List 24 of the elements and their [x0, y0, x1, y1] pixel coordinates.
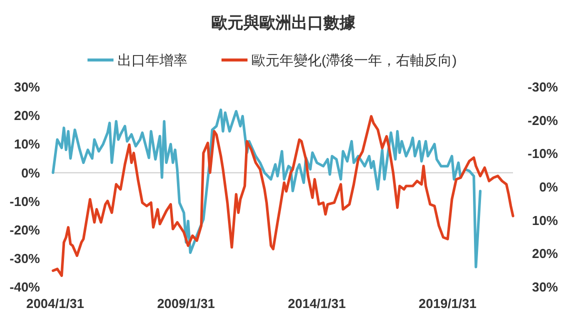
- y-tick-label: 30%: [14, 80, 40, 95]
- y2-tick-label: -30%: [528, 80, 558, 95]
- y2-tick-label: 30%: [532, 280, 558, 295]
- y2-tick-label: -20%: [528, 112, 558, 128]
- y-tick-label: -40%: [10, 280, 40, 295]
- legend-label: 歐元年變化(滯後一年，右軸反向): [252, 52, 457, 68]
- y2-tick-label: -10%: [528, 146, 558, 162]
- y2-tick-label: 20%: [532, 246, 558, 262]
- x-tick-label: 2019/1/31: [418, 296, 477, 311]
- x-tick-label: 2014/1/31: [288, 296, 346, 311]
- y-tick-label: 10%: [14, 136, 40, 152]
- y-tick-label: 0%: [21, 165, 40, 180]
- legend-label: 出口年增率: [118, 52, 188, 68]
- y-tick-label: -20%: [10, 222, 40, 238]
- y2-tick-label: 0%: [539, 180, 558, 195]
- x-tick-label: 2004/1/31: [26, 296, 84, 311]
- line-series: [52, 108, 482, 268]
- line-series: [52, 115, 514, 277]
- chart-title: 歐元與歐洲出口數據: [212, 14, 356, 32]
- y2-tick-label: 10%: [532, 212, 558, 228]
- y-tick-label: 20%: [14, 108, 40, 124]
- y-tick-label: -10%: [10, 194, 40, 209]
- x-tick-label: 2009/1/31: [157, 296, 215, 311]
- y-tick-label: -30%: [10, 250, 40, 266]
